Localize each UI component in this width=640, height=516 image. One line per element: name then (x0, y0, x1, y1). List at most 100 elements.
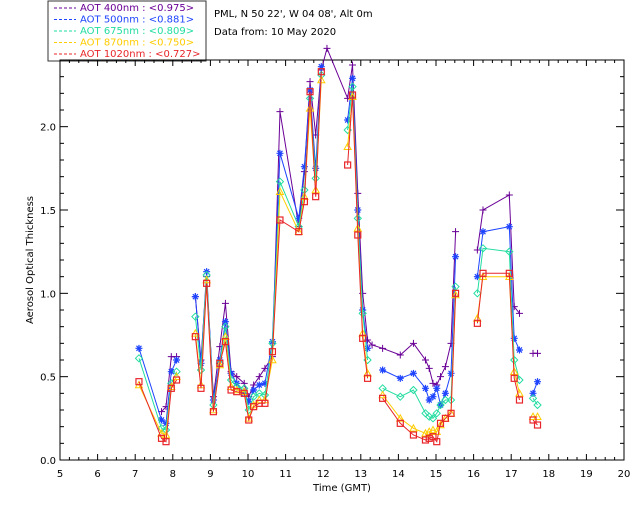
series-line (138, 71, 538, 443)
data-point (425, 396, 433, 404)
y-tick-label: 0.0 (40, 456, 56, 467)
data-point (425, 412, 434, 421)
data-point (534, 378, 542, 386)
data-point (409, 339, 417, 347)
data-point (275, 177, 285, 186)
data-point (202, 270, 211, 280)
data-point (202, 275, 211, 284)
series-layer (134, 44, 542, 446)
chart-title: PML, N 50 22', W 04 08', Alt 0m (214, 9, 373, 20)
data-point (233, 373, 241, 381)
data-point (173, 356, 181, 364)
data-point (162, 419, 170, 427)
data-point (396, 392, 405, 401)
data-point (216, 359, 224, 367)
data-point (191, 328, 200, 337)
data-point (473, 273, 481, 281)
data-point (162, 438, 170, 446)
data-point (232, 385, 242, 394)
data-point (359, 334, 367, 342)
data-point (349, 61, 357, 69)
data-point (344, 116, 352, 124)
data-point (409, 423, 418, 432)
y-tick-label: 2.0 (40, 123, 56, 134)
series-aot-1020nm (135, 68, 542, 446)
data-point (364, 344, 372, 352)
data-point (305, 94, 315, 103)
data-point (276, 149, 284, 157)
data-point (396, 374, 404, 382)
data-point (479, 206, 487, 214)
legend: AOT 400nm : <0.975>AOT 500nm : <0.881> AO… (54, 3, 200, 60)
data-point (425, 434, 433, 442)
data-point (510, 334, 518, 342)
data-point (533, 412, 542, 420)
data-point (441, 414, 449, 422)
data-point (528, 412, 538, 420)
data-point (249, 392, 258, 401)
data-point (451, 289, 460, 297)
data-point (473, 319, 481, 327)
chart-subtitle: Data from: 10 May 2020 (214, 27, 336, 38)
series-line (161, 46, 538, 413)
data-point (505, 223, 513, 231)
data-point (300, 198, 308, 206)
data-point (425, 364, 433, 372)
data-point (473, 289, 482, 298)
data-point (240, 379, 248, 387)
data-point (191, 333, 199, 341)
data-point (250, 386, 258, 394)
data-point (312, 193, 320, 201)
data-point (510, 374, 518, 382)
x-tick-label: 7 (132, 469, 138, 480)
data-point (191, 312, 200, 321)
data-point (478, 244, 488, 253)
data-point (409, 369, 417, 377)
data-point (348, 82, 357, 91)
data-point (172, 367, 181, 376)
data-point (379, 366, 387, 374)
data-point (421, 356, 429, 364)
data-point (378, 390, 387, 399)
data-point (515, 309, 523, 317)
data-point (295, 214, 303, 222)
data-point (479, 269, 487, 277)
x-tick-label: 11 (279, 469, 292, 480)
data-point (349, 74, 357, 82)
data-point (354, 189, 362, 197)
x-tick-label: 20 (618, 469, 631, 480)
data-point (316, 75, 326, 84)
data-point (354, 231, 362, 239)
data-point (317, 63, 325, 71)
data-point (505, 191, 513, 199)
data-point (428, 425, 438, 434)
data-point (167, 384, 175, 392)
data-point (505, 247, 514, 256)
x-tick-label: 12 (317, 469, 330, 480)
x-tick-label: 19 (580, 469, 593, 480)
data-point (306, 86, 314, 94)
data-point (436, 419, 445, 427)
data-point (396, 419, 404, 427)
data-point (433, 438, 441, 446)
data-point (429, 379, 437, 387)
data-point (534, 349, 542, 357)
data-point (363, 374, 372, 382)
y-axis-label: Aerosol Optical Thickness (25, 196, 36, 324)
legend-entry: AOT 400nm : <0.975> (80, 3, 194, 14)
data-point (441, 389, 449, 397)
legend-entry: AOT 500nm : <0.881> (80, 15, 194, 26)
data-point (255, 373, 263, 381)
data-point (432, 409, 441, 418)
data-point (395, 413, 405, 422)
data-point (221, 299, 229, 307)
data-point (240, 389, 248, 397)
data-point (452, 253, 460, 261)
x-tick-label: 14 (392, 469, 405, 480)
data-point (167, 368, 175, 376)
x-tick-label: 16 (467, 469, 480, 480)
legend-entry: AOT 870nm : <0.750> (80, 38, 194, 49)
data-point (533, 400, 542, 410)
data-point (421, 384, 429, 392)
data-point (221, 322, 230, 331)
